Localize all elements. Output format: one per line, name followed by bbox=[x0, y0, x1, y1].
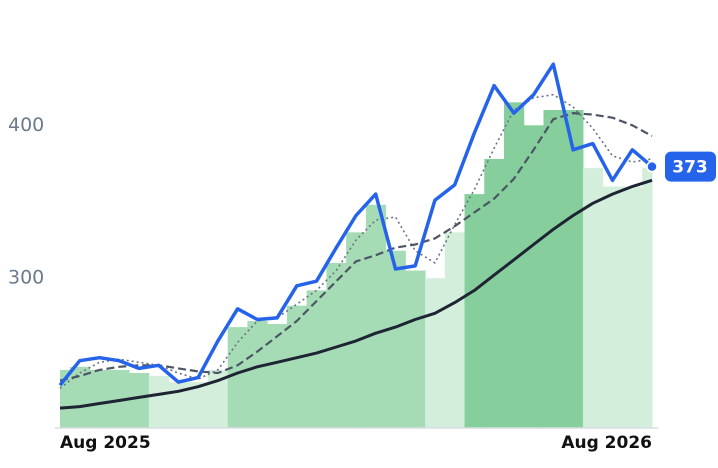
price-line bbox=[58, 62, 654, 387]
x-tick-label: Aug 2026 bbox=[561, 433, 652, 453]
area-bar bbox=[286, 305, 308, 428]
area-bar bbox=[247, 320, 268, 428]
area-bar bbox=[602, 186, 623, 428]
area-bar bbox=[129, 372, 150, 428]
area-bar bbox=[425, 278, 446, 428]
area-bar bbox=[523, 125, 544, 428]
area-bar bbox=[89, 369, 110, 428]
area-bar bbox=[444, 232, 466, 428]
area-bar bbox=[208, 369, 229, 428]
area-bar bbox=[504, 102, 525, 428]
area-bar bbox=[69, 366, 91, 428]
price-line bbox=[59, 178, 653, 410]
area-bar bbox=[563, 110, 584, 428]
last-point bbox=[646, 160, 658, 173]
last-badge bbox=[665, 151, 716, 182]
area-bar bbox=[227, 327, 248, 428]
area-bar bbox=[188, 382, 209, 428]
last-value-label: 373 bbox=[672, 158, 708, 178]
area-bar bbox=[346, 232, 367, 428]
area-bar bbox=[306, 290, 327, 428]
price-line bbox=[59, 93, 653, 389]
area-bar bbox=[405, 270, 426, 428]
y-tick-label: 300 bbox=[8, 267, 44, 289]
area-bar bbox=[582, 168, 604, 428]
area-bar bbox=[642, 168, 653, 428]
area-bar bbox=[484, 158, 505, 429]
x-tick-label: Aug 2025 bbox=[60, 433, 151, 453]
area-bar bbox=[267, 324, 288, 428]
area-bar bbox=[543, 110, 564, 428]
area-bar bbox=[622, 186, 643, 428]
area-bar bbox=[148, 376, 170, 428]
y-tick-label: 400 bbox=[8, 114, 44, 136]
area-bar bbox=[385, 250, 406, 428]
area-bar bbox=[464, 194, 485, 428]
area-bar bbox=[60, 369, 71, 428]
area-bar bbox=[168, 382, 189, 428]
area-bar bbox=[365, 204, 387, 428]
